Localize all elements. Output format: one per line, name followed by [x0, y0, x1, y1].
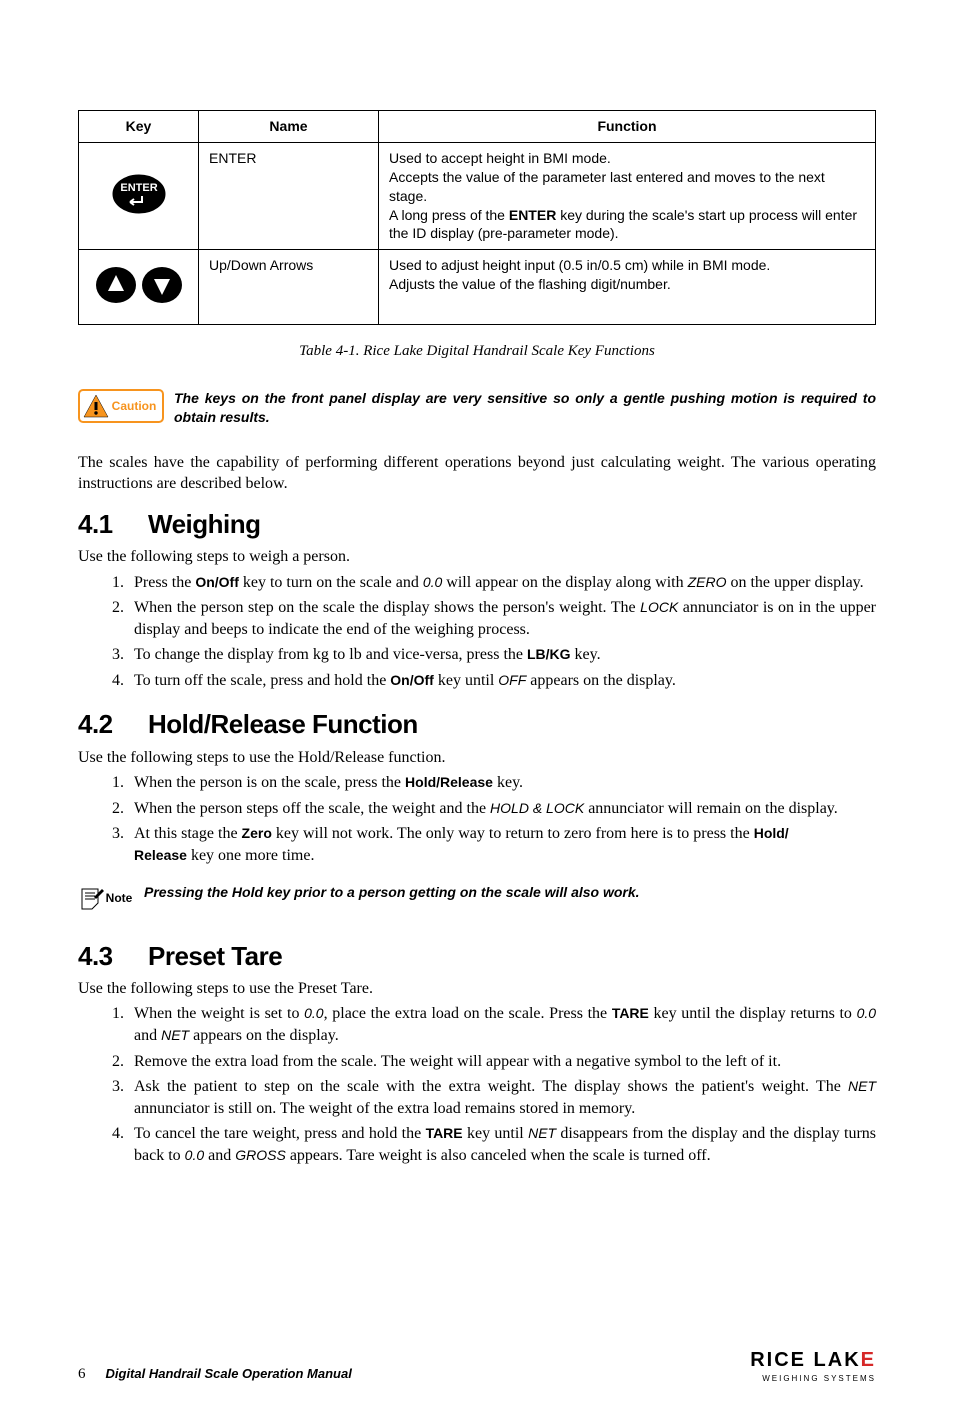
table-row: ENTER ENTER Used to accept height in BMI… — [79, 142, 876, 249]
list-item: When the person is on the scale, press t… — [128, 772, 876, 794]
note-callout: Note Pressing the Hold key prior to a pe… — [78, 883, 876, 917]
svg-text:ENTER: ENTER — [120, 182, 157, 194]
caution-text: The keys on the front panel display are … — [174, 389, 876, 427]
key-function: Used to adjust height input (0.5 in/0.5 … — [379, 250, 876, 325]
footer-left: 6 Digital Handrail Scale Operation Manua… — [78, 1364, 352, 1384]
weighing-steps: Press the On/Off key to turn on the scal… — [128, 572, 876, 692]
col-name: Name — [199, 111, 379, 143]
svg-text:Note: Note — [106, 891, 133, 905]
col-key: Key — [79, 111, 199, 143]
list-item: Remove the extra load from the scale. Th… — [128, 1051, 876, 1073]
note-text: Pressing the Hold key prior to a person … — [144, 883, 640, 902]
key-function: Used to accept height in BMI mode. Accep… — [379, 142, 876, 249]
hold-release-steps: When the person is on the scale, press t… — [128, 772, 876, 866]
list-item: When the person steps off the scale, the… — [128, 798, 876, 820]
page-number: 6 — [78, 1364, 86, 1384]
section-heading-4-2: 4.2 Hold/Release Function — [78, 707, 876, 742]
list-item: To turn off the scale, press and hold th… — [128, 670, 876, 692]
list-item: To change the display from kg to lb and … — [128, 644, 876, 666]
rice-lake-logo: RICE LAKE WEIGHING SYSTEMS — [750, 1347, 876, 1385]
list-item: At this stage the Zero key will not work… — [128, 823, 876, 866]
key-name: ENTER — [199, 142, 379, 249]
list-item: Ask the patient to step on the scale wit… — [128, 1076, 876, 1119]
list-item: Press the On/Off key to turn on the scal… — [128, 572, 876, 594]
list-item: When the person step on the scale the di… — [128, 597, 876, 640]
section-intro: Use the following steps to weigh a perso… — [78, 546, 876, 568]
caution-icon: Caution — [78, 389, 164, 429]
note-icon: Note — [78, 883, 134, 917]
table-caption: Table 4-1. Rice Lake Digital Handrail Sc… — [78, 341, 876, 361]
key-name: Up/Down Arrows — [199, 250, 379, 325]
col-function: Function — [379, 111, 876, 143]
section-heading-4-1: 4.1 Weighing — [78, 507, 876, 542]
section-intro: Use the following steps to use the Hold/… — [78, 747, 876, 769]
page-footer: 6 Digital Handrail Scale Operation Manua… — [78, 1347, 876, 1385]
key-functions-table: Key Name Function ENTER ENTER Used to ac… — [78, 110, 876, 325]
arrow-keys-icon — [79, 250, 199, 325]
intro-paragraph: The scales have the capability of perfor… — [78, 452, 876, 495]
table-row: Up/Down Arrows Used to adjust height inp… — [79, 250, 876, 325]
section-heading-4-3: 4.3 Preset Tare — [78, 939, 876, 974]
list-item: To cancel the tare weight, press and hol… — [128, 1123, 876, 1166]
list-item: When the weight is set to 0.0, place the… — [128, 1003, 876, 1046]
svg-text:Caution: Caution — [112, 399, 157, 413]
preset-tare-steps: When the weight is set to 0.0, place the… — [128, 1003, 876, 1166]
caution-callout: Caution The keys on the front panel disp… — [78, 389, 876, 429]
footer-title: Digital Handrail Scale Operation Manual — [106, 1365, 352, 1383]
enter-key-icon: ENTER — [79, 142, 199, 249]
section-intro: Use the following steps to use the Prese… — [78, 978, 876, 1000]
